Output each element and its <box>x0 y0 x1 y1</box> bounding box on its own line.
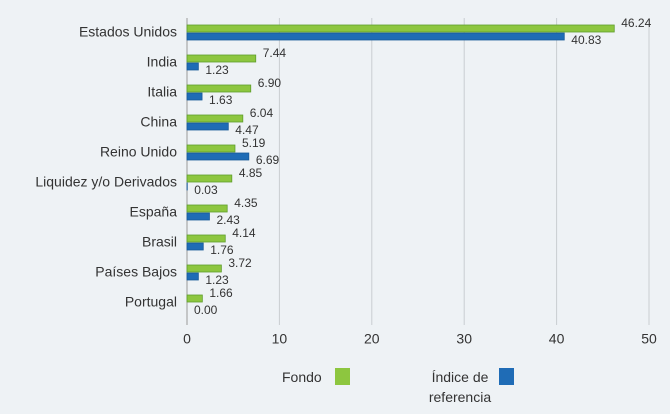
legend-swatch <box>499 368 514 385</box>
bar <box>186 294 203 303</box>
value-label: 5.19 <box>242 136 266 150</box>
y-tick-label: España <box>130 204 178 220</box>
bar <box>186 152 250 161</box>
y-tick-label: Italia <box>147 84 177 100</box>
y-tick-label: India <box>147 54 178 70</box>
bar <box>186 32 565 41</box>
value-label: 1.63 <box>209 93 233 107</box>
y-tick-label: Portugal <box>125 294 177 310</box>
value-label: 0.03 <box>194 183 218 197</box>
x-tick-label: 10 <box>272 331 288 347</box>
bar <box>186 122 229 131</box>
bar <box>186 114 244 123</box>
legend-label: Fondo <box>282 369 322 385</box>
legend-label: Índice de referencia <box>428 369 492 405</box>
value-label: 2.43 <box>216 213 240 227</box>
y-tick-label: Estados Unidos <box>79 24 177 40</box>
x-tick-label: 20 <box>364 331 380 347</box>
value-label: 1.23 <box>205 273 229 287</box>
x-tick-label: 30 <box>456 331 472 347</box>
value-label: 40.83 <box>571 33 601 47</box>
value-label: 4.14 <box>232 226 256 240</box>
bar <box>186 204 228 213</box>
value-label: 6.90 <box>258 76 282 90</box>
bar <box>186 234 226 243</box>
bar <box>186 272 199 281</box>
value-label: 6.69 <box>256 153 280 167</box>
x-tick-label: 40 <box>549 331 565 347</box>
bar <box>186 144 236 153</box>
value-label: 6.04 <box>250 106 274 120</box>
value-label: 0.00 <box>194 303 218 317</box>
bar <box>186 174 233 183</box>
y-tick-label: Países Bajos <box>95 264 177 280</box>
y-tick-label: Liquidez y/o Derivados <box>35 174 177 190</box>
bar <box>186 54 257 63</box>
y-tick-label: Brasil <box>142 234 177 250</box>
value-label: 4.47 <box>235 123 259 137</box>
value-label: 46.24 <box>621 16 651 30</box>
legend-swatch <box>335 368 350 385</box>
y-tick-label: China <box>140 114 177 130</box>
bar <box>186 242 204 251</box>
bar <box>186 84 252 93</box>
x-tick-label: 0 <box>183 331 191 347</box>
bar <box>186 24 615 33</box>
value-label: 4.35 <box>234 196 258 210</box>
bar <box>186 92 203 101</box>
bar <box>186 212 210 221</box>
value-label: 4.85 <box>239 166 263 180</box>
value-label: 1.23 <box>205 63 229 77</box>
bar <box>186 62 199 71</box>
value-label: 1.76 <box>210 243 234 257</box>
x-tick-label: 50 <box>641 331 657 347</box>
value-label: 1.66 <box>209 286 233 300</box>
y-tick-label: Reino Unido <box>100 144 177 160</box>
bar <box>186 264 222 273</box>
value-label: 3.72 <box>228 256 252 270</box>
value-label: 7.44 <box>263 46 287 60</box>
